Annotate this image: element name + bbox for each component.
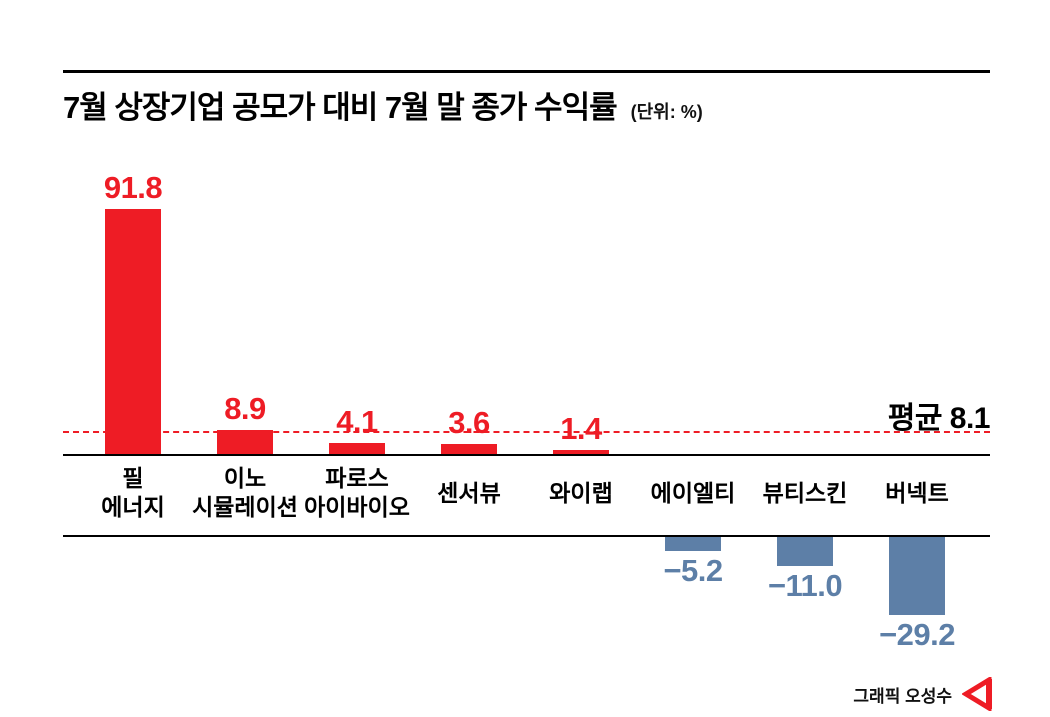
bar-6 [665,537,721,551]
value-label: −29.2 [879,617,955,652]
top-rule [63,70,990,73]
value-label: 1.4 [560,411,602,446]
chart-title-row: 7월 상장기업 공모가 대비 7월 말 종가 수익률 (단위: %) [63,82,703,127]
average-label: 평균 8.1 [887,402,991,435]
category-label: 파로스 아이바이오 [304,465,410,520]
chart-title: 7월 상장기업 공모가 대비 7월 말 종가 수익률 [63,90,618,125]
label-band-line [63,535,990,537]
publisher-logo-icon [962,677,992,711]
bar-4 [441,444,497,454]
value-label: −5.2 [663,553,723,588]
credit-label: 그래픽 오성수 [853,686,952,706]
category-label: 뷰티스킨 [762,479,848,506]
category-label: 에이엘티 [650,479,736,506]
bar-5 [553,450,609,454]
zero-axis-line [63,454,990,456]
bar-2 [217,430,273,454]
value-label: 3.6 [448,405,490,440]
value-label: 91.8 [103,170,163,205]
value-label: −11.0 [767,568,843,603]
category-label: 버넥트 [885,479,949,506]
bar-8 [889,537,945,615]
value-label: 4.1 [336,404,378,439]
category-label: 센서뷰 [437,479,501,506]
average-line [63,431,990,433]
bar-3 [329,443,385,454]
footer: 그래픽 오성수 [853,677,994,711]
value-label: 8.9 [224,391,266,426]
bar-7 [777,537,833,566]
category-label: 필 에너지 [101,465,165,520]
unit-label: (단위: %) [630,102,703,122]
bar-1 [105,209,161,454]
category-label: 와이랩 [549,479,613,506]
category-label: 이노 시뮬레이션 [192,465,298,520]
